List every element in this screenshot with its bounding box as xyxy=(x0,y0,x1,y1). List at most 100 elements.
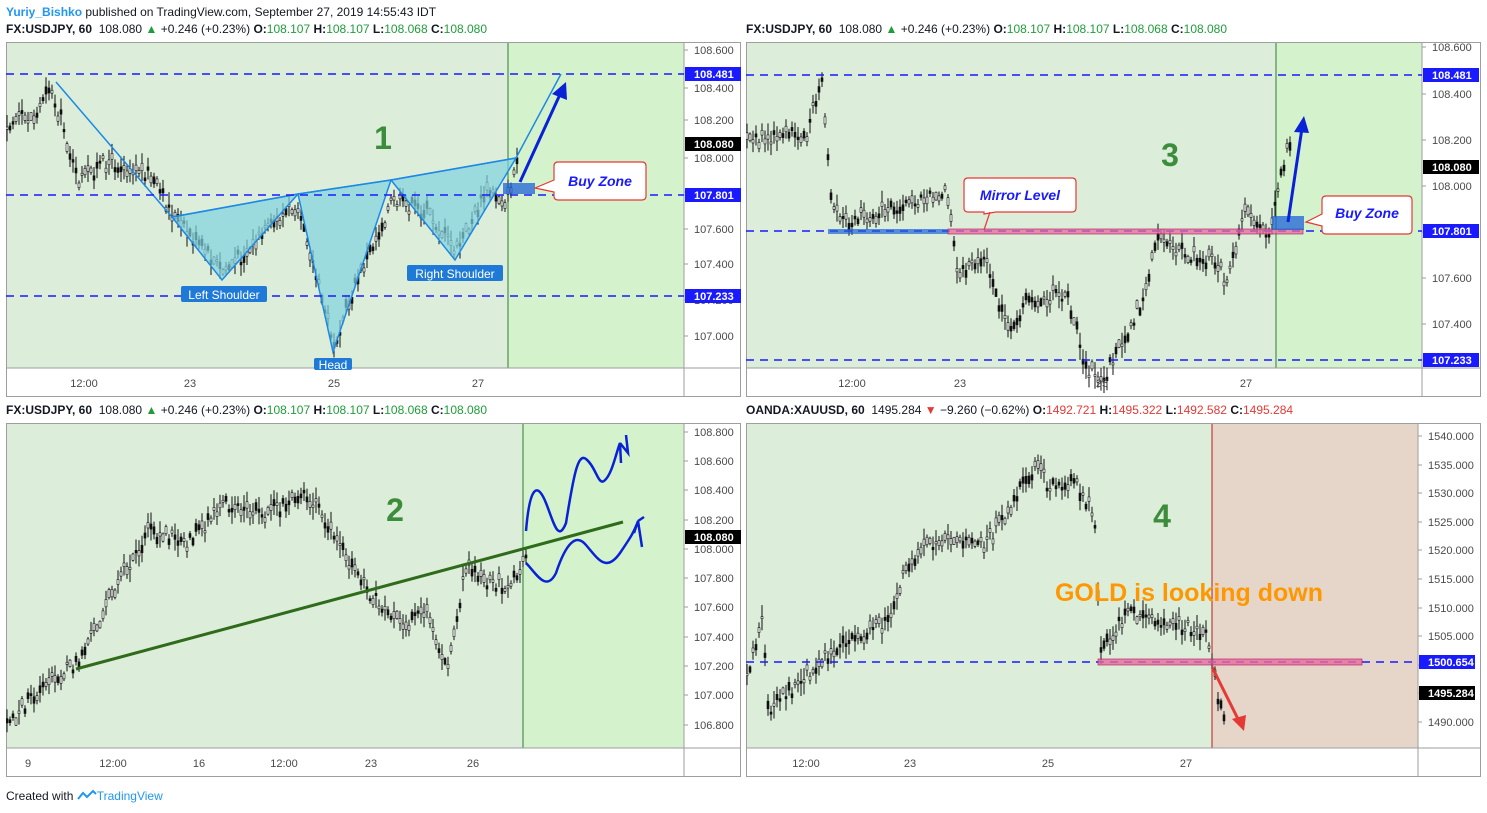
time-axis[interactable]: 9 12:00 16 12:00 23 26 xyxy=(25,758,479,770)
mirror-level-label: Mirror Level xyxy=(980,187,1061,203)
candle-body xyxy=(943,533,947,541)
candle-body xyxy=(254,502,258,511)
candle-body xyxy=(1027,295,1031,303)
candle-body xyxy=(961,540,965,549)
candle-body xyxy=(281,213,285,217)
candle-body xyxy=(374,235,378,242)
candle-body xyxy=(1219,261,1223,268)
tradingview-logo-icon xyxy=(76,789,97,800)
y-tick-label: 108.000 xyxy=(694,153,734,165)
candle-body xyxy=(38,102,42,107)
y-tick-label: 107.800 xyxy=(694,573,734,585)
candle-body xyxy=(404,621,408,630)
candle-body xyxy=(1165,624,1169,630)
candle-body xyxy=(1216,698,1220,705)
candle-body xyxy=(916,204,920,208)
candle-body xyxy=(781,133,785,138)
candle-body xyxy=(1111,635,1115,641)
candle-body xyxy=(161,533,165,542)
x-tick-label: 27 xyxy=(472,378,484,390)
time-axis[interactable]: 12:00 23 25 27 xyxy=(838,378,1252,390)
symbol-label[interactable]: FX:USDJPY, 60 xyxy=(746,22,833,36)
candle-body xyxy=(985,258,989,263)
candle-body xyxy=(1156,619,1160,625)
candle-body xyxy=(413,612,417,617)
buy-zone-box xyxy=(1272,216,1304,230)
up-arrow-icon xyxy=(518,89,564,183)
candle-body xyxy=(1084,361,1088,369)
chart-3-mirror-level[interactable]: Mirror Level Buy Zone 3 108.600 108.400 10… xyxy=(746,42,1481,397)
chart-2-trendline[interactable]: 2 108.800 108.600 108.400 108.200 108.000 107… xyxy=(6,423,741,777)
candle-body xyxy=(838,644,842,648)
candle-body xyxy=(784,696,788,700)
candle-body xyxy=(772,130,776,135)
y-tick-label: 108.600 xyxy=(694,45,734,57)
author-name[interactable]: Yuriy_Bishko xyxy=(6,5,83,19)
tradingview-link[interactable]: TradingView xyxy=(96,789,163,803)
candle-body xyxy=(1006,322,1010,331)
symbol-label[interactable]: OANDA:XAUUSD, 60 xyxy=(746,403,865,417)
candle-body xyxy=(805,136,809,142)
candle-body xyxy=(1063,482,1067,490)
y-tick-label: 107.400 xyxy=(694,632,734,644)
buy-zone-callout[interactable] xyxy=(532,161,647,201)
candle-body xyxy=(859,207,863,213)
candle-body xyxy=(434,639,438,645)
high-value: 1495.322 xyxy=(1112,403,1163,417)
level-price-label: 107.801 xyxy=(694,190,734,202)
price-axis[interactable]: 108.800 108.600 108.400 108.200 108.000 107.8… xyxy=(684,427,741,732)
x-tick-label: 26 xyxy=(467,758,479,770)
candle-body xyxy=(464,568,468,574)
time-axis[interactable]: 12:00 23 25 27 xyxy=(792,758,1192,770)
candle-body xyxy=(982,547,986,553)
candle-body xyxy=(973,540,977,547)
mirror-level-callout[interactable] xyxy=(963,177,1077,215)
candle-body xyxy=(107,159,111,166)
candle-body xyxy=(895,593,899,599)
candle-body xyxy=(1021,476,1025,484)
candle-body xyxy=(125,566,129,575)
chart-4-gold[interactable]: 4 GOLD is looking down 1540.0001535.0001… xyxy=(746,423,1481,777)
candle-body xyxy=(113,589,117,598)
y-tick-label: 107.400 xyxy=(694,259,734,271)
symbol-label[interactable]: FX:USDJPY, 60 xyxy=(6,22,93,36)
candle-body xyxy=(970,259,974,264)
time-axis[interactable]: 12:00 23 25 27 xyxy=(70,378,484,390)
candle-body xyxy=(754,644,758,651)
candle-body xyxy=(1129,606,1133,612)
candle-body xyxy=(775,694,779,701)
candle-body xyxy=(26,120,30,124)
price-axis[interactable]: 108.600108.400108.200108.000107.800107.6… xyxy=(1422,42,1479,367)
price-axis[interactable]: 1540.000 1535.000 1530.000 1525.000 1520.000… xyxy=(1418,431,1475,729)
buy-zone-label: Buy Zone xyxy=(1335,205,1399,221)
candle-body xyxy=(883,209,887,217)
candle-body xyxy=(1081,492,1085,496)
candle-body xyxy=(1120,343,1124,347)
candle-body xyxy=(766,134,770,140)
candle-body xyxy=(967,537,971,546)
x-tick-label: 12:00 xyxy=(270,758,298,770)
change-arrow-icon: ▲ xyxy=(145,22,158,36)
chart-1-head-and-shoulders[interactable]: Buy Zone Left Shoulder Head Right Should… xyxy=(6,42,741,397)
candle-body xyxy=(970,537,974,544)
price-axis[interactable]: 108.600108.400108.200108.000107.800107.6… xyxy=(684,45,741,343)
candle-body xyxy=(1162,238,1166,243)
y-tick-label: 1525.000 xyxy=(1428,517,1474,529)
candle-body xyxy=(1126,607,1130,612)
candle-body xyxy=(440,654,444,660)
open-value: 1492.721 xyxy=(1046,403,1097,417)
candle-body xyxy=(976,540,980,545)
buy-zone-callout[interactable] xyxy=(1304,195,1413,235)
candle-body xyxy=(116,579,120,585)
candle-body xyxy=(182,537,186,542)
candle-body xyxy=(44,682,48,687)
symbol-label[interactable]: FX:USDJPY, 60 xyxy=(6,403,93,417)
candle-body xyxy=(922,197,926,205)
candle-body xyxy=(748,666,752,673)
candle-body xyxy=(110,589,114,598)
candle-body xyxy=(832,206,836,210)
candle-body xyxy=(494,194,498,202)
candle-body xyxy=(524,554,528,559)
candle-body xyxy=(751,647,755,653)
candle-body xyxy=(1111,362,1115,366)
